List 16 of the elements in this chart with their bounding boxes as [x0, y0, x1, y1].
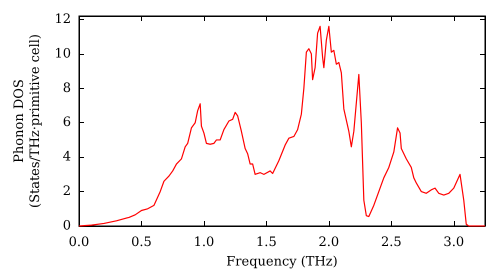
- x-tick-label: 1.0: [194, 235, 214, 250]
- x-tick-label: 1.5: [256, 235, 277, 250]
- y-tick-label: 6: [62, 115, 71, 130]
- y-tick-label: 2: [62, 184, 71, 200]
- x-tick-label: 0.5: [131, 235, 152, 250]
- y-tick-label: 12: [54, 12, 71, 27]
- x-tick-label: 2.0: [318, 235, 340, 250]
- y-tick-label: 10: [54, 46, 71, 62]
- y-tick-label: 8: [62, 80, 71, 96]
- x-axis-title: Frequency (THz): [226, 254, 338, 270]
- y-axis-title: Phonon DOS (States/THz·primitive cell): [12, 34, 44, 208]
- x-tick-label: 3.0: [443, 235, 464, 250]
- x-tick-label: 0.0: [68, 235, 90, 250]
- y-tick-label: 0: [62, 218, 71, 234]
- y-tick-label: 4: [62, 150, 71, 165]
- x-tick-label: 2.5: [380, 235, 402, 250]
